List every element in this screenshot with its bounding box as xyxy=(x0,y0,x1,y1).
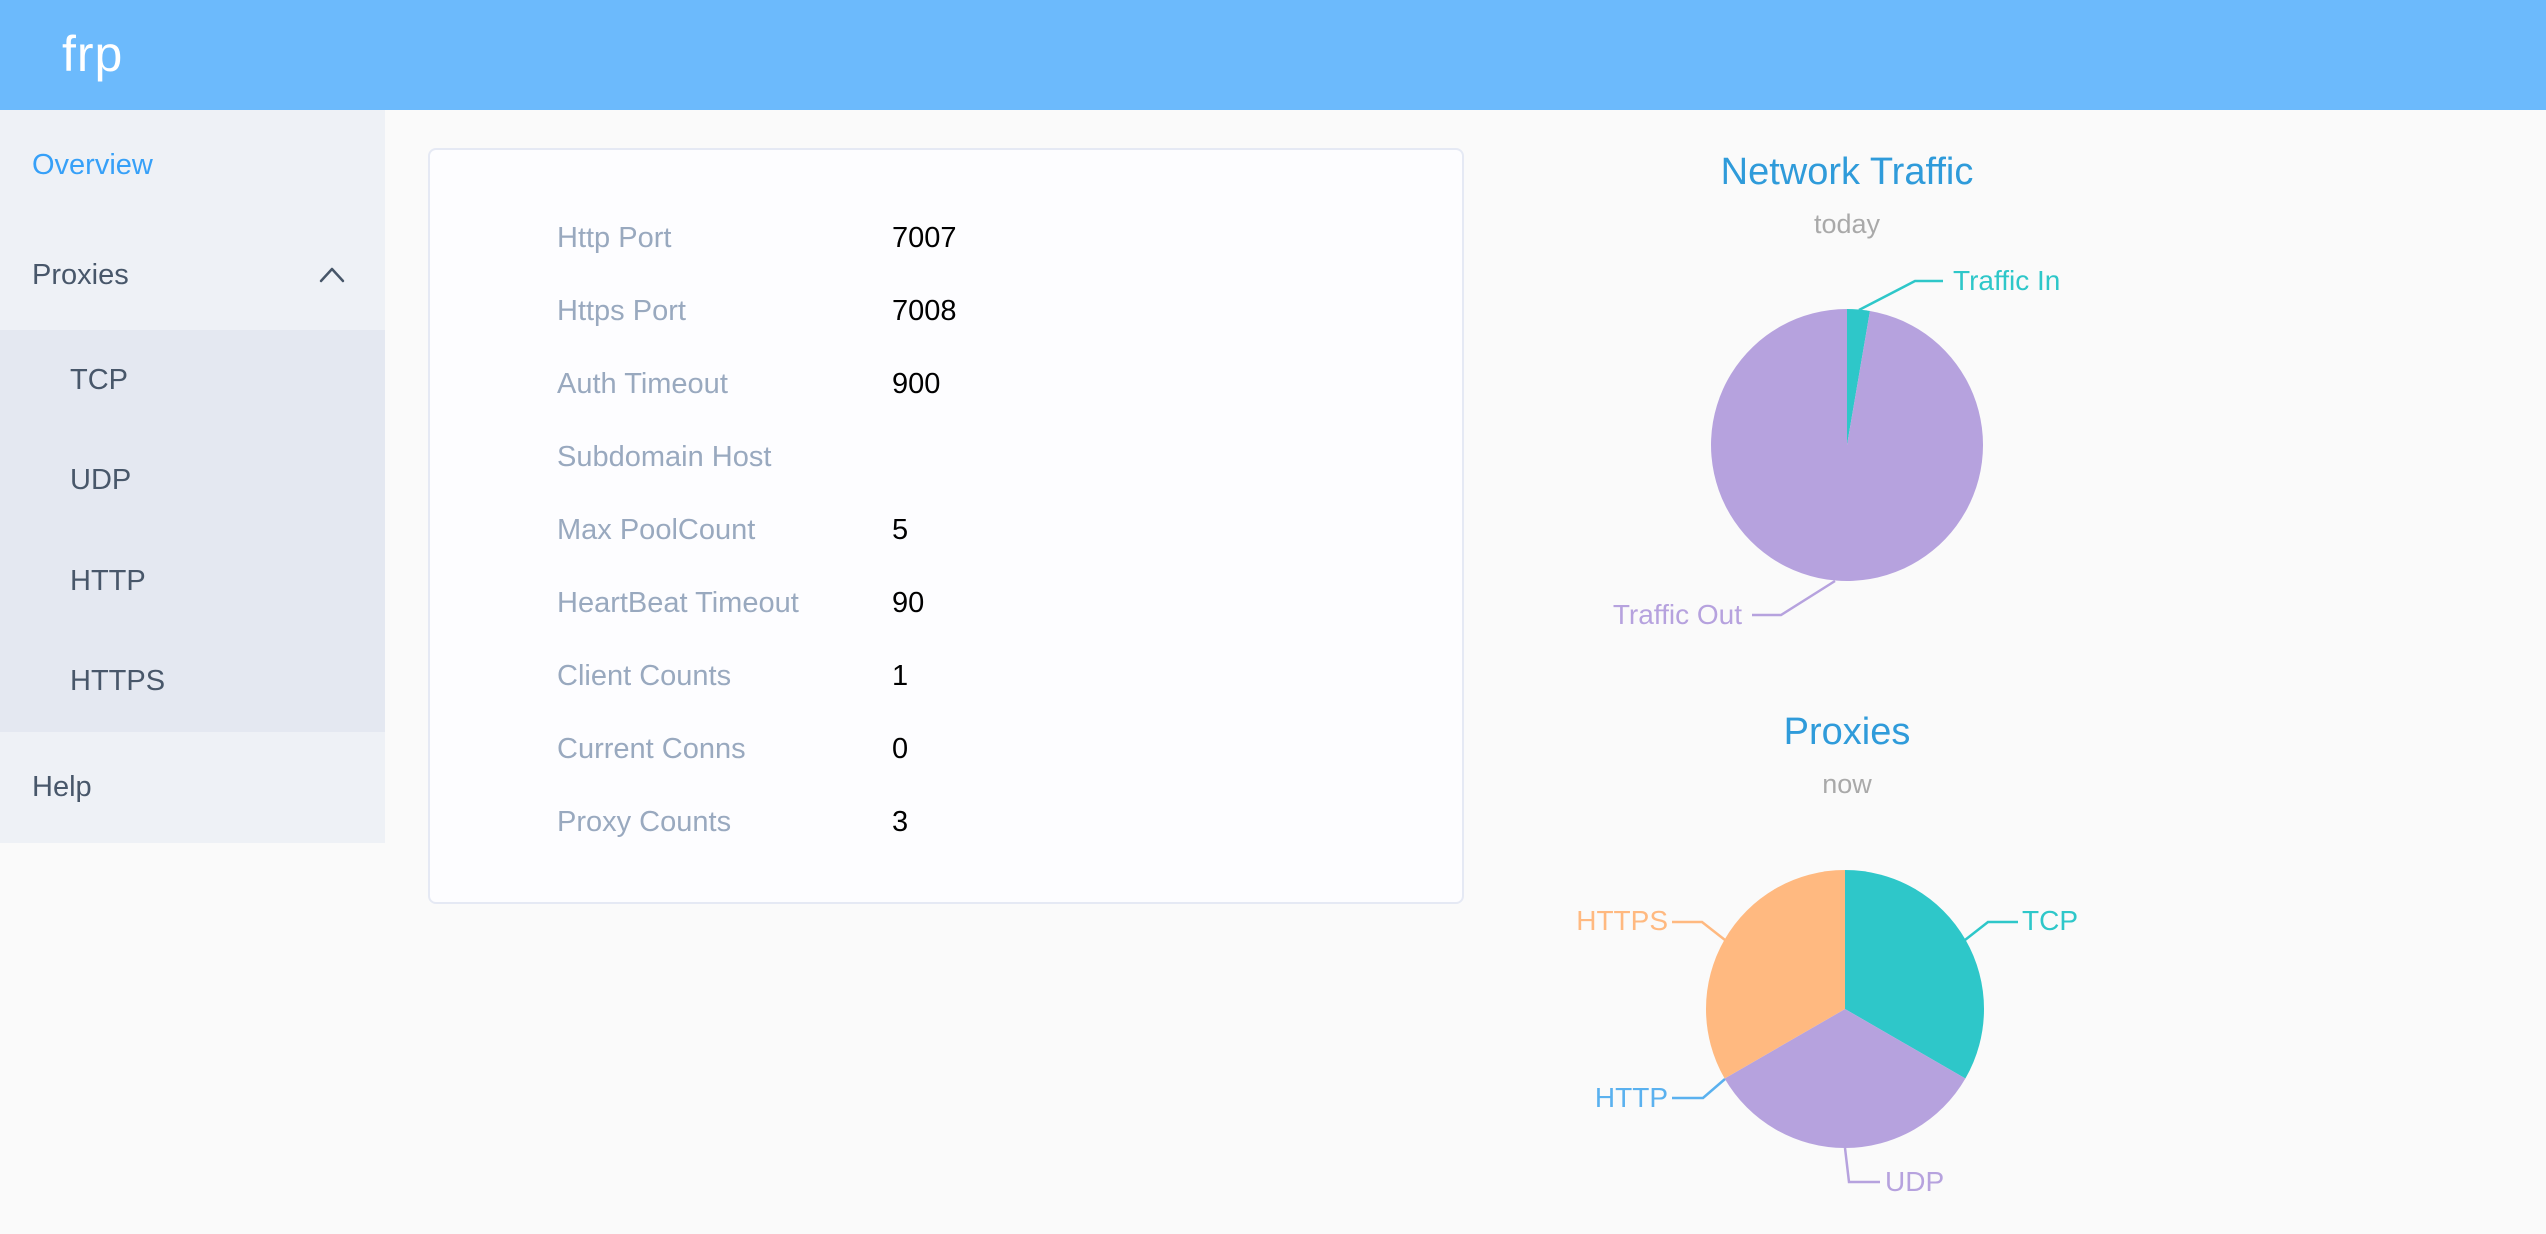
sidebar-item-udp[interactable]: UDP xyxy=(0,430,385,530)
sidebar-submenu-proxies: TCP UDP HTTP HTTPS xyxy=(0,330,385,732)
config-value: 5 xyxy=(892,514,909,546)
sidebar-item-proxies[interactable]: Proxies xyxy=(0,220,385,330)
config-label: Current Conns xyxy=(557,733,746,765)
network-traffic-chart: Network Traffic today Traffic In Traffic… xyxy=(1560,130,2300,680)
network-traffic-pie xyxy=(1711,279,1984,617)
leader-line-udp xyxy=(1843,1147,1880,1184)
sidebar-item-tcp[interactable]: TCP xyxy=(0,330,385,430)
pie-slice-tcp xyxy=(1845,870,1985,1079)
pie-label-https: HTTPS xyxy=(1576,905,1668,936)
app-header: frp xyxy=(0,0,2546,110)
config-label: Proxy Counts xyxy=(557,806,732,838)
sidebar-item-label: Proxies xyxy=(32,259,129,291)
server-config-card: Http Port 7007 Https Port 7008 Auth Time… xyxy=(428,148,1464,904)
chart-subtitle: today xyxy=(1813,209,1881,239)
config-value: 900 xyxy=(892,368,941,400)
sidebar-item-label: TCP xyxy=(70,364,128,396)
sidebar-item-https[interactable]: HTTPS xyxy=(0,631,385,731)
config-row-proxy-counts: Proxy Counts 3 xyxy=(430,786,1462,859)
pie-label-traffic-out: Traffic Out xyxy=(1612,599,1742,630)
config-row-client-counts: Client Counts 1 xyxy=(430,640,1462,713)
config-row-https-port: Https Port 7008 xyxy=(430,275,1462,348)
config-row-auth-timeout: Auth Timeout 900 xyxy=(430,348,1462,421)
config-label: Client Counts xyxy=(557,660,732,692)
sidebar-item-label: Help xyxy=(32,771,92,803)
config-value: 7008 xyxy=(892,295,957,327)
config-label: Max PoolCount xyxy=(557,514,756,546)
config-value: 0 xyxy=(892,733,909,765)
sidebar-item-label: Overview xyxy=(32,149,153,181)
pie-slice-traffic-out xyxy=(1711,309,1984,581)
sidebar-item-label: HTTPS xyxy=(70,665,166,697)
chart-title: Network Traffic xyxy=(1720,151,1974,193)
config-label: Auth Timeout xyxy=(557,368,728,400)
pie-label-http: HTTP xyxy=(1594,1082,1668,1113)
leader-line-https xyxy=(1672,920,1726,941)
leader-line-tcp xyxy=(1964,920,2018,941)
pie-label-traffic-in: Traffic In xyxy=(1953,265,2061,296)
pie-slice-https xyxy=(1705,870,1845,1079)
sidebar-item-help[interactable]: Help xyxy=(0,732,385,842)
pie-slice-traffic-in xyxy=(1847,309,1870,445)
config-row-max-poolcount: Max PoolCount 5 xyxy=(430,494,1462,567)
pie-slice-udp xyxy=(1724,1009,1966,1149)
sidebar-item-overview[interactable]: Overview xyxy=(0,110,385,220)
config-row-current-conns: Current Conns 0 xyxy=(430,713,1462,786)
leader-line-traffic-in xyxy=(1858,279,1943,312)
leader-line-traffic-out xyxy=(1752,579,1836,617)
config-value: 3 xyxy=(892,806,909,838)
config-label: HeartBeat Timeout xyxy=(557,587,799,619)
leader-line-http xyxy=(1672,1078,1726,1100)
proxies-chart: Proxies now TCP HTTPS HTTP UDP xyxy=(1560,690,2300,1234)
pie-label-tcp: TCP xyxy=(2022,905,2078,936)
config-row-http-port: Http Port 7007 xyxy=(430,202,1462,275)
config-label: Https Port xyxy=(557,295,686,327)
config-value: 1 xyxy=(892,660,909,692)
sidebar-item-http[interactable]: HTTP xyxy=(0,531,385,631)
chart-subtitle: now xyxy=(1822,769,1872,799)
pie-label-udp: UDP xyxy=(1885,1166,1945,1197)
config-value: 90 xyxy=(892,587,925,619)
config-row-heartbeat-timeout: HeartBeat Timeout 90 xyxy=(430,567,1462,640)
sidebar-item-label: HTTP xyxy=(70,565,146,597)
app-logo: frp xyxy=(62,26,124,82)
chevron-up-icon xyxy=(319,267,345,283)
config-label: Http Port xyxy=(557,222,672,254)
config-value: 7007 xyxy=(892,222,957,254)
config-label: Subdomain Host xyxy=(557,441,772,473)
chart-title: Proxies xyxy=(1783,711,1911,753)
sidebar: Overview Proxies TCP UDP HTTP HTTPS Help xyxy=(0,110,385,843)
proxies-pie xyxy=(1672,870,2018,1184)
sidebar-item-label: UDP xyxy=(70,464,132,496)
config-row-subdomain-host: Subdomain Host xyxy=(430,421,1462,494)
